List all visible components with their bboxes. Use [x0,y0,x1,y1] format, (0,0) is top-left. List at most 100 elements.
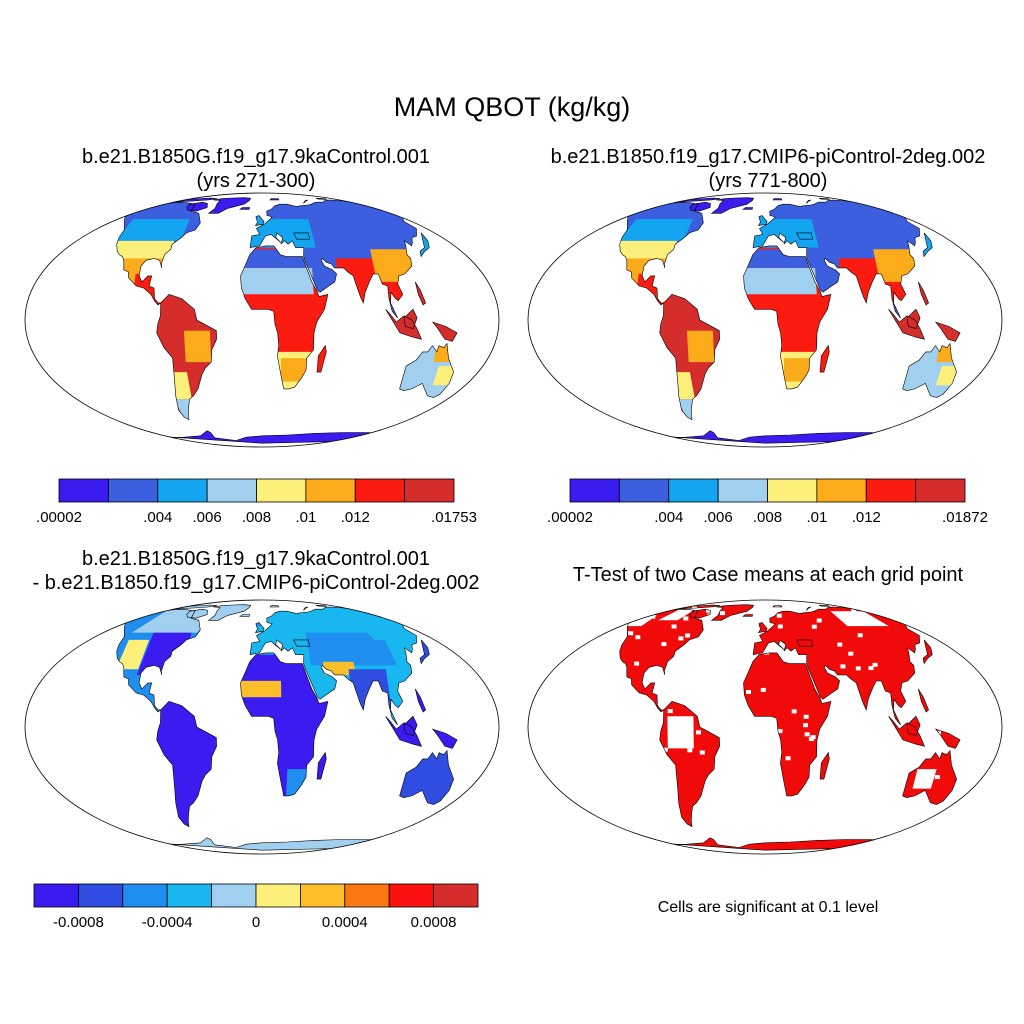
nonsig-cell [935,685,941,690]
coastline-newGuinea [934,728,961,749]
nonsig-region-2 [830,611,889,627]
nonsig-cell [783,829,789,834]
colorbar-label: .006 [703,509,732,526]
map-case1-newGuinea [432,322,458,342]
colorbar-diff: -0.0008 -0.0004 0 0.0004 0.0008 [33,883,479,931]
coastline-borneo [906,308,921,329]
coastline-madagascar [819,751,830,780]
nonsig-cell [879,807,885,812]
coastline-arabiaSea [796,232,813,240]
coastline-australia [902,749,957,805]
colorbar-box [865,478,917,503]
nonsig-cell [692,606,698,611]
nonsig-cell [860,808,866,813]
map-diff-band-1 [131,609,216,633]
map-diff-iceland [240,614,250,617]
map-case1-philippines [415,281,426,305]
coastline-southAmerica [659,294,720,421]
coastline-uk [254,215,265,227]
nonsig-cell [605,780,607,785]
map-diff-australia [399,750,454,805]
colorbar-box [915,478,966,503]
nonsig-cell [836,800,842,805]
nonsig-cell [683,616,689,621]
colorbar-label: .008 [753,509,782,526]
map-ttest-iceland [743,614,753,617]
nonsig-region-3 [912,769,937,789]
coastline-baffin [186,608,208,619]
nonsig-cell [661,642,667,647]
nonsig-cell [915,646,921,651]
nonsig-cell [671,624,677,629]
nonsig-cell [685,633,691,638]
nonsig-cell [966,701,972,706]
panel-title-line2: - b.e21.B1850.f19_g17.CMIP6-piControl-2d… [32,572,480,594]
colorbar-box [767,478,818,503]
nonsig-cell [598,801,603,805]
nonsig-cell [726,828,732,833]
map-case2-band-7 [783,358,810,382]
nonsig-cell [905,619,911,624]
coastline-greenland [207,197,252,214]
coastline-borneo [403,308,418,329]
colorbar-box [717,478,768,503]
map-diff-antarctica [102,837,391,851]
nonsig-cell [667,709,673,714]
colorbar-box [206,478,257,503]
coastline-philippines [415,281,426,306]
coastline-eurasia [752,606,934,726]
nonsig-cell [901,805,907,810]
nonsig-cell [931,656,936,661]
coastline-borneo [403,715,418,736]
coastline-iceland [239,614,250,617]
nonsig-cell [754,607,760,612]
coastline-svalbard [772,198,783,201]
colorbar-label: .01 [806,509,827,526]
coastline-northAmerica [604,201,704,306]
colorbar-label: -0.0008 [53,914,104,931]
coastline-eurasia [752,199,934,319]
nonsig-cell [803,714,809,719]
nonsig-cell [648,766,653,771]
colorbar-case1: .00002 .004 .006 .008 .01 .012 .01753 [36,478,477,526]
panel-title-case2: b.e21.B1850.f19_g17.CMIP6-piControl-2deg… [512,145,1024,193]
map-diff-canadaArctic [170,605,218,610]
map-diff-band-9 [286,769,307,798]
coastline-arabiaSea [293,639,310,647]
nonsig-region-4 [620,615,657,627]
nonsig-cell [918,814,924,819]
nonsig-cell [777,729,783,734]
panel-title-diff: b.e21.B1850G.f19_g17.9kaControl.001 - b.… [0,547,512,595]
coastline-iceland [742,614,753,617]
nonsig-cell [816,618,822,623]
coastline-newGuinea [934,321,961,342]
nonsig-cell [840,664,846,669]
nonsig-cell [699,750,705,755]
nonsig-cell [565,732,570,736]
colorbar-box [256,478,307,503]
colorbar-label: .00002 [547,509,593,526]
colorbar-box [211,883,257,908]
nonsig-cell [678,636,684,641]
coastline-africa [743,652,832,797]
panel-title-case1: b.e21.B1850G.f19_g17.9kaControl.001 (yrs… [0,145,512,193]
nonsig-cell [621,830,627,835]
coastline-southAmerica [156,294,217,421]
nonsig-cell [727,813,733,818]
colorbar-label: .00002 [36,509,82,526]
nonsig-cell [758,778,764,783]
nonsig-cell [746,642,752,647]
coastline-madagascar [316,751,327,780]
map-case1-coastlines [101,197,473,444]
nonsig-cell [834,802,840,807]
map-case2-band-15 [936,341,966,363]
coastline-greenland [710,197,755,214]
nonsig-cell [740,703,745,708]
colorbar-box [107,478,159,503]
map-case1-band-8 [237,249,338,268]
nonsig-cell [662,747,668,752]
nonsig-cell [828,803,834,808]
coastline-australia [399,749,454,805]
map-ttest-philippines [918,688,929,712]
nonsig-cell [687,748,693,753]
